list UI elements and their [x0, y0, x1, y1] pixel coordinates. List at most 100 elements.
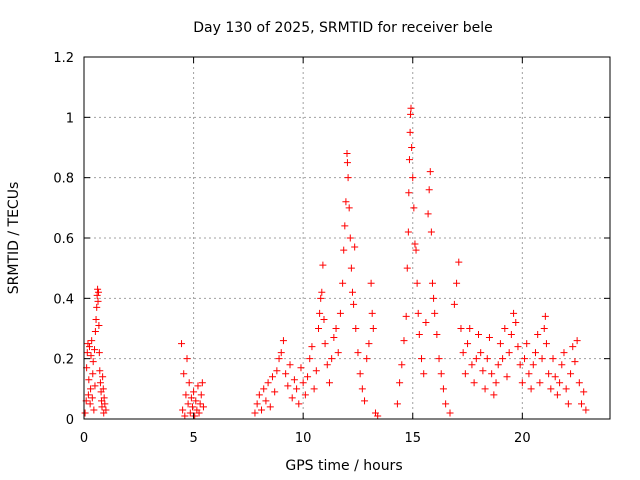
- data-point: [483, 355, 491, 363]
- data-point: [393, 400, 401, 408]
- data-point: [358, 385, 366, 393]
- data-point: [93, 303, 101, 311]
- data-point: [343, 159, 351, 167]
- data-point: [562, 385, 570, 393]
- data-point: [86, 400, 94, 408]
- data-point: [186, 409, 194, 417]
- data-point: [521, 355, 529, 363]
- data-point: [485, 334, 493, 342]
- data-point: [196, 400, 204, 408]
- data-point: [99, 373, 107, 381]
- data-point: [308, 343, 316, 351]
- data-point: [409, 174, 417, 182]
- data-point: [411, 240, 419, 248]
- data-point: [580, 388, 588, 396]
- data-point: [84, 340, 92, 348]
- data-point: [346, 234, 354, 242]
- data-point: [348, 288, 356, 296]
- data-point: [319, 261, 327, 269]
- x-tick-label: 15: [404, 431, 421, 446]
- x-tick-label: 10: [295, 431, 312, 446]
- data-point: [312, 367, 320, 375]
- data-point: [89, 370, 97, 378]
- data-point: [414, 309, 422, 317]
- y-tick-label: 0: [66, 413, 74, 428]
- data-point: [365, 340, 373, 348]
- data-point: [525, 370, 533, 378]
- data-point: [192, 397, 200, 405]
- data-point: [85, 376, 93, 384]
- data-point: [369, 325, 377, 332]
- data-point: [81, 409, 89, 417]
- data-point: [94, 285, 102, 293]
- data-point: [342, 198, 350, 206]
- data-point: [102, 406, 110, 414]
- data-point: [275, 355, 283, 363]
- data-point: [185, 379, 193, 387]
- data-point: [398, 361, 406, 369]
- data-point: [100, 394, 108, 402]
- x-tick-label: 5: [189, 431, 197, 446]
- data-point: [297, 364, 305, 372]
- data-point: [264, 379, 272, 387]
- data-point: [330, 334, 338, 342]
- data-point: [332, 325, 340, 332]
- data-point: [92, 315, 100, 323]
- data-point: [251, 409, 259, 417]
- data-point: [271, 388, 279, 396]
- data-point: [459, 349, 467, 357]
- y-axis-ticks: 0 0.2 0.4 0.6 0.8 1 1.2: [53, 51, 610, 428]
- data-point: [258, 406, 266, 414]
- data-point: [405, 156, 413, 164]
- data-point: [529, 361, 537, 369]
- data-point: [450, 300, 458, 308]
- data-point: [407, 104, 415, 112]
- data-point: [180, 370, 188, 378]
- data-point: [496, 340, 504, 348]
- x-axis-label: GPS time / hours: [285, 458, 402, 474]
- data-point: [492, 379, 500, 387]
- data-point: [323, 361, 331, 369]
- data-point: [184, 400, 192, 408]
- data-point: [299, 379, 307, 387]
- data-point: [320, 315, 328, 323]
- data-point: [466, 325, 474, 332]
- data-point: [363, 355, 371, 363]
- data-point: [88, 337, 96, 345]
- data-point: [569, 343, 577, 351]
- data-point: [488, 370, 496, 378]
- data-point: [516, 361, 524, 369]
- data-point: [415, 331, 423, 339]
- data-point: [475, 331, 482, 339]
- data-point: [425, 186, 433, 194]
- data-point: [91, 382, 99, 390]
- data-point: [328, 355, 336, 363]
- data-point: [430, 294, 438, 302]
- data-point: [318, 288, 326, 296]
- data-point: [91, 346, 99, 354]
- data-point: [344, 174, 352, 182]
- data-point: [551, 373, 559, 381]
- data-point: [571, 358, 579, 366]
- data-point: [356, 370, 364, 378]
- data-point: [295, 400, 303, 408]
- data-point: [288, 394, 296, 402]
- y-tick-label: 1.2: [53, 51, 74, 66]
- data-point: [91, 328, 99, 336]
- data-point: [87, 385, 95, 393]
- data-point: [179, 406, 187, 414]
- data-point: [446, 409, 454, 417]
- data-point: [541, 312, 549, 320]
- data-point: [84, 391, 92, 399]
- data-point: [197, 391, 205, 399]
- data-point: [339, 279, 347, 287]
- data-point: [510, 309, 518, 317]
- data-point: [95, 321, 103, 329]
- data-point: [457, 325, 465, 332]
- data-point: [367, 279, 375, 287]
- data-point: [88, 394, 96, 402]
- data-point: [578, 400, 586, 408]
- data-point: [481, 385, 489, 393]
- data-point: [284, 382, 292, 390]
- data-point: [512, 318, 520, 326]
